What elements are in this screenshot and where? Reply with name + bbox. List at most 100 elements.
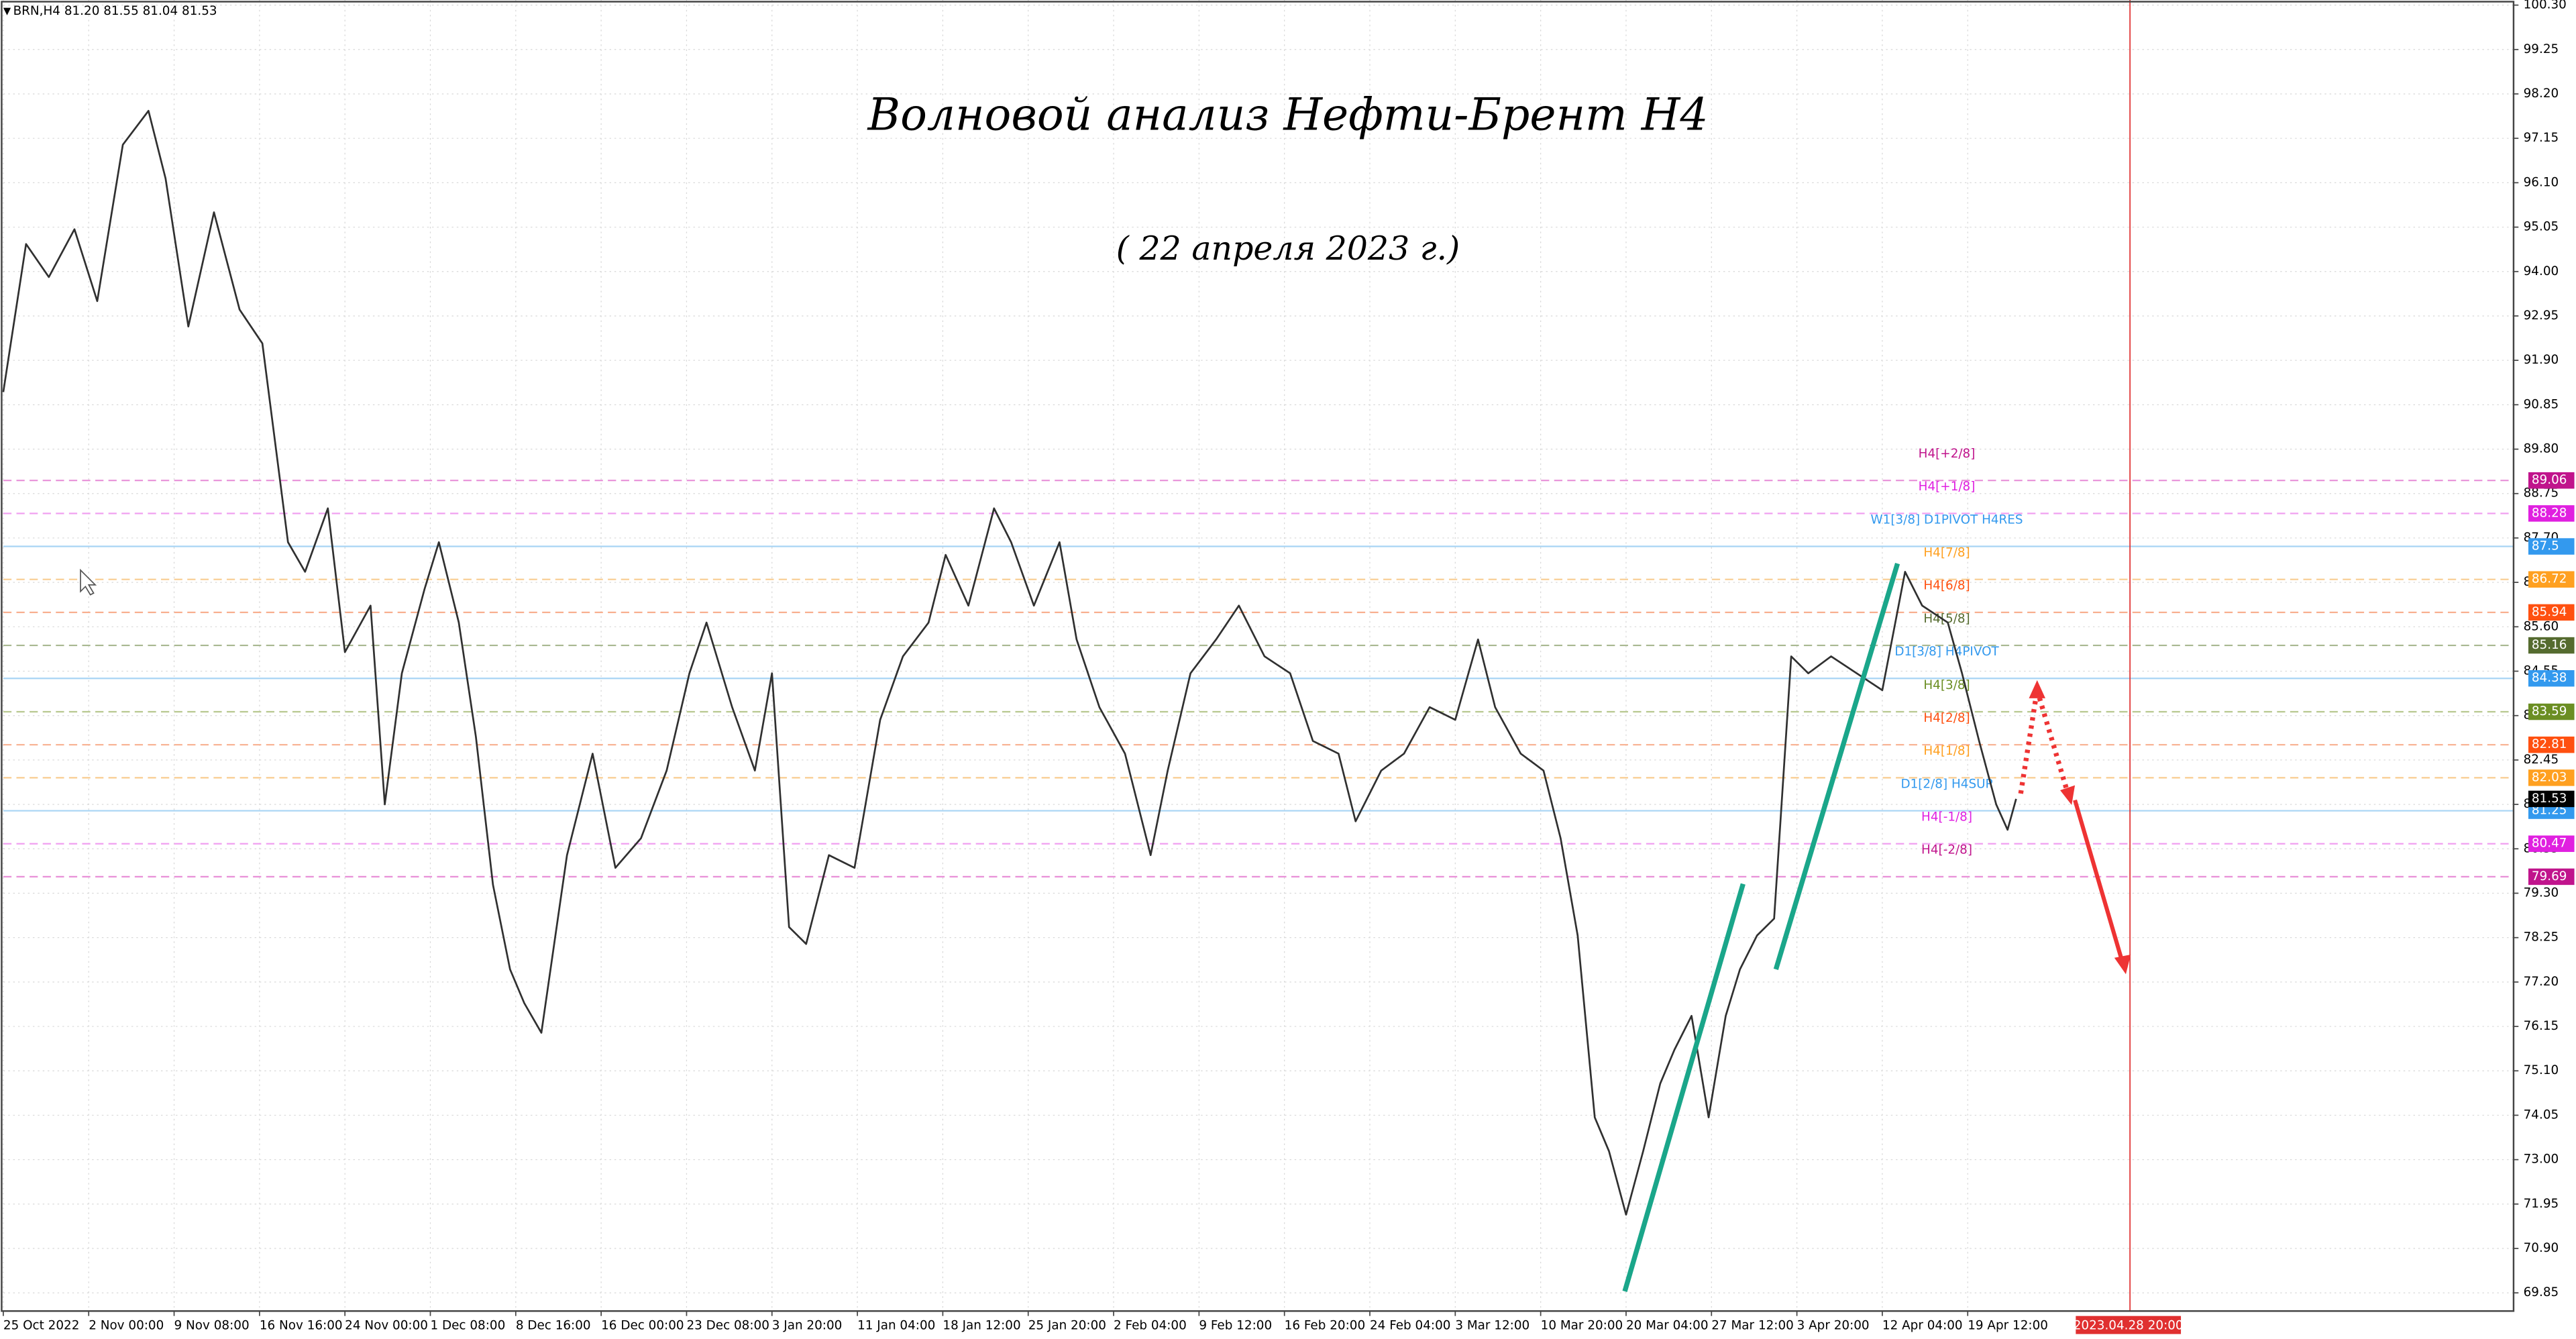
- plot-frame: [1, 1, 2515, 1312]
- y-tick-label: 77.20: [2524, 975, 2559, 989]
- level-badge: [2528, 571, 2575, 588]
- level-badge: [2528, 736, 2575, 753]
- x-tick-label: 20 Mar 04:00: [1626, 1318, 1709, 1332]
- x-tick-label: 2 Nov 00:00: [89, 1318, 164, 1332]
- plot: [2, 0, 2131, 1311]
- time-marker-badge: [2076, 1316, 2182, 1334]
- level-label: H4[+1/8]: [1919, 480, 1976, 494]
- level-badge-label: 80.47: [2532, 837, 2567, 851]
- level-badge-label: 86.72: [2532, 572, 2567, 586]
- wave-line: [1622, 883, 1746, 1292]
- x-tick-label: 12 Apr 04:00: [1882, 1318, 1963, 1332]
- y-tick-label: 79.30: [2524, 886, 2559, 900]
- level-label: W1[3/8] D1PIVOT H4RES: [1870, 513, 2023, 527]
- x-tick-label: 3 Apr 20:00: [1797, 1318, 1870, 1332]
- level-label: H4[-1/8]: [1921, 810, 1972, 824]
- y-tick-label: 71.95: [2524, 1197, 2559, 1211]
- y-tick-label: 97.15: [2524, 131, 2559, 145]
- y-tick-label: 78.25: [2524, 930, 2559, 945]
- time-marker-label: 2023.04.28 20:00: [2074, 1318, 2184, 1332]
- forecast-arrow: [2018, 690, 2040, 794]
- x-tick-label: 19 Apr 12:00: [1968, 1318, 2048, 1332]
- price-badge-label: 81.53: [2532, 792, 2567, 806]
- price-badge: [2528, 790, 2575, 808]
- x-tick-label: 24 Nov 00:00: [345, 1318, 428, 1332]
- level-badge: [2528, 472, 2575, 489]
- y-tick-label: 82.45: [2524, 753, 2559, 767]
- levels: H4[+2/8] H4[+1/8] W1[3/8] D1PIVOT H4RES H4[…: [3, 447, 2514, 877]
- x-tick-label: 10 Mar 20:00: [1541, 1318, 1623, 1332]
- x-tick-label: 25 Oct 2022: [3, 1318, 80, 1332]
- x-tick-label: 3 Mar 12:00: [1455, 1318, 1529, 1332]
- chart-title: Волновой анализ Нефти-Брент H4: [867, 89, 1709, 140]
- level-badge-label: 83.59: [2532, 704, 2567, 718]
- y-tick-label: 85.60: [2524, 619, 2559, 633]
- forecast-arrow: [2073, 799, 2125, 964]
- level-label: D1[3/8] H4PIVOT: [1894, 645, 1999, 659]
- level-badge: [2528, 835, 2575, 852]
- y-tick-label: 96.10: [2524, 175, 2559, 189]
- grid: [3, 0, 2514, 1311]
- x-tick-label: 2 Feb 04:00: [1114, 1318, 1187, 1332]
- level-badge: [2528, 538, 2575, 555]
- x-tick-label: 18 Jan 12:00: [943, 1318, 1020, 1332]
- level-label: H4[6/8]: [1923, 579, 1970, 593]
- header: BRN,H4 81.20 81.55 81.04 81.53: [13, 4, 217, 18]
- level-badge: [2528, 703, 2575, 720]
- arrow-head: [2060, 785, 2076, 806]
- level-badge-label: 79.69: [2532, 869, 2567, 883]
- y-tick-label: 100.30: [2524, 0, 2567, 12]
- level-label: H4[5/8]: [1923, 612, 1970, 626]
- level-label: H4[+2/8]: [1919, 447, 1976, 461]
- level-badge: [2528, 670, 2575, 687]
- y-tick-label: 94.00: [2524, 264, 2559, 278]
- x-tick-label: 27 Mar 12:00: [1711, 1318, 1794, 1332]
- level-badge: [2528, 769, 2575, 786]
- y-tick-label: 69.85: [2524, 1285, 2559, 1299]
- y-tick-label: 90.85: [2524, 397, 2559, 411]
- y-tick-label: 89.80: [2524, 442, 2559, 456]
- y-tick-label: 75.10: [2524, 1063, 2559, 1077]
- y-tick-label: 91.90: [2524, 353, 2559, 367]
- x-tick-label: 8 Dec 16:00: [516, 1318, 591, 1332]
- y-tick-label: 74.05: [2524, 1108, 2559, 1122]
- level-label: H4[2/8]: [1923, 711, 1970, 725]
- level-badge: [2528, 868, 2575, 886]
- x-tick-label: 9 Nov 08:00: [174, 1318, 250, 1332]
- x-tick-label: 9 Feb 12:00: [1199, 1318, 1272, 1332]
- header-arrow: ▼: [3, 5, 11, 17]
- level-badge-label: 88.28: [2532, 506, 2567, 520]
- x-tick-label: 16 Dec 00:00: [601, 1318, 684, 1332]
- x-tick-label: 25 Jan 20:00: [1028, 1318, 1106, 1332]
- level-badge-label: 85.16: [2532, 638, 2567, 652]
- y-tick-label: 73.00: [2524, 1153, 2559, 1167]
- chart-subtitle: ( 22 апреля 2023 г.): [1116, 229, 1460, 268]
- y-tick-label: 92.95: [2524, 309, 2559, 323]
- y-tick-label: 95.05: [2524, 220, 2559, 234]
- level-label: H4[-2/8]: [1921, 843, 1972, 857]
- x-tick-label: 23 Dec 08:00: [686, 1318, 769, 1332]
- level-badge-label: 82.81: [2532, 737, 2567, 751]
- price-line: [2, 109, 2017, 1216]
- x-tick-label: 16 Nov 16:00: [260, 1318, 343, 1332]
- x-tick-label: 3 Jan 20:00: [772, 1318, 843, 1332]
- x-tick-label: 16 Feb 20:00: [1285, 1318, 1365, 1332]
- level-badge: [2528, 604, 2575, 621]
- level-badge-label: 85.94: [2532, 605, 2567, 619]
- x-tick-label: 1 Dec 08:00: [430, 1318, 505, 1332]
- y-tick-label: 70.90: [2524, 1241, 2559, 1255]
- level-badge-label: 89.06: [2532, 473, 2567, 487]
- level-badge-label: 84.38: [2532, 671, 2567, 685]
- cursor: [80, 568, 97, 596]
- y-tick-label: 99.25: [2524, 42, 2559, 56]
- axes: 100.30 99.25 98.20 97.15 96.10 95.05 94.00 92.9…: [3, 0, 2575, 1334]
- x-tick-label: 11 Jan 04:00: [857, 1318, 935, 1332]
- level-label: H4[3/8]: [1923, 678, 1970, 692]
- level-label: H4[7/8]: [1923, 546, 1970, 560]
- level-badge-label: 82.03: [2532, 770, 2567, 784]
- forecast-arrow: [2035, 689, 2071, 796]
- level-badge-label: 87.5: [2532, 539, 2559, 553]
- y-tick-label: 98.20: [2524, 87, 2559, 101]
